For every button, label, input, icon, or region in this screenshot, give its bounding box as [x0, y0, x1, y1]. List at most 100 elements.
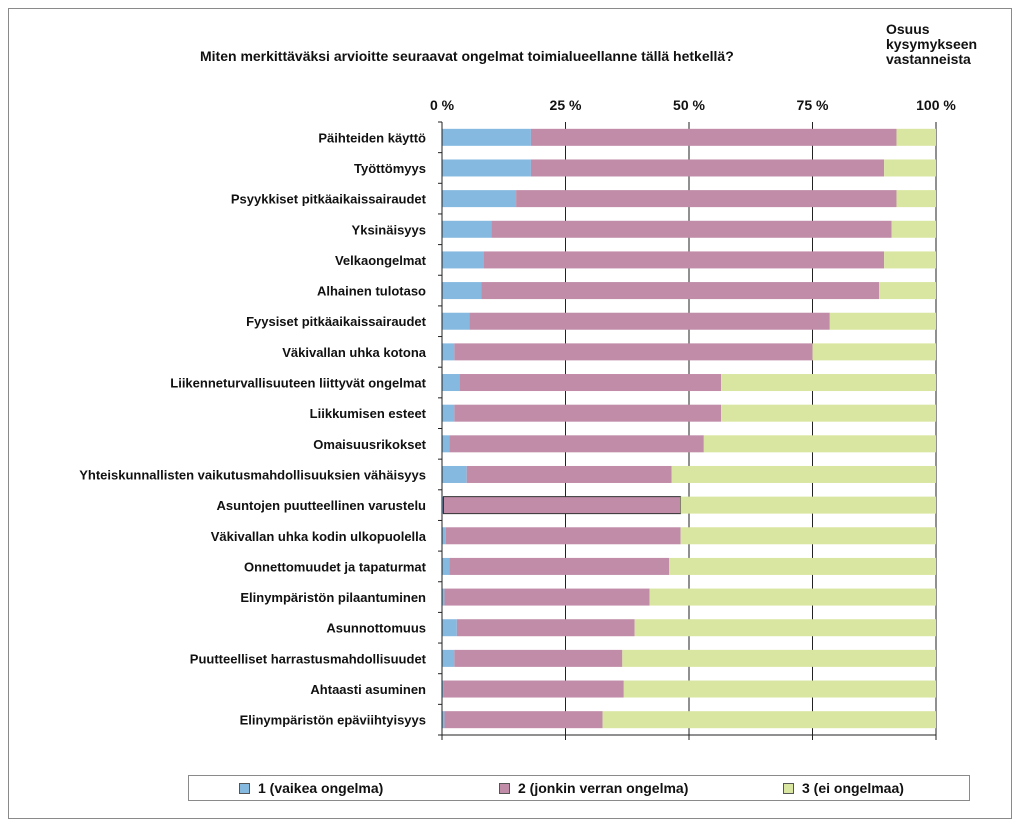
bar-segment [721, 374, 936, 392]
bar-segment [896, 128, 936, 146]
x-tick-label: 0 % [430, 97, 455, 113]
bar-segment [623, 680, 936, 698]
bar-segment [829, 312, 936, 330]
chart-frame [8, 8, 1012, 819]
bar-segment [622, 649, 936, 667]
bar-segment [449, 557, 670, 575]
legend-swatch-3 [783, 782, 794, 794]
category-label: Velkaongelmat [335, 253, 427, 268]
bar-segment [891, 220, 936, 238]
bar-segment [442, 190, 517, 208]
bar-segment [669, 557, 936, 575]
category-label: Onnettomuudet ja tapaturmat [244, 559, 427, 574]
bar-segment [442, 649, 455, 667]
category-label: Elinympäristön epäviihtyisyys [240, 713, 426, 728]
legend-label-1: 1 (vaikea ongelma) [258, 780, 384, 796]
bar-segment [483, 251, 885, 269]
category-label: Asunnottomuus [326, 621, 426, 636]
category-label: Työttömyys [354, 161, 426, 176]
bar-segment [442, 588, 445, 606]
bar-segment [884, 159, 936, 177]
bar-segment [442, 557, 450, 575]
bar-segment [442, 404, 455, 422]
bar-segment [454, 404, 722, 422]
bar-segment [721, 404, 936, 422]
bar-segment [896, 190, 936, 208]
x-tick-label: 25 % [550, 97, 582, 113]
category-label: Omaisuusrikokset [313, 437, 426, 452]
bar-segment [442, 619, 457, 637]
bar-segment [649, 588, 936, 606]
legend-item-3: 3 (ei ongelmaa) [783, 780, 904, 796]
x-tick-label: 100 % [916, 97, 956, 113]
category-label: Alhainen tulotaso [317, 284, 426, 299]
bar-segment [442, 435, 450, 453]
legend-label-3: 3 (ei ongelmaa) [802, 780, 904, 796]
category-label: Liikkumisen esteet [310, 406, 427, 421]
legend-label-2: 2 (jonkin verran ongelma) [518, 780, 689, 796]
bar-segment [442, 374, 460, 392]
category-label: Fyysiset pitkäaikaissairaudet [246, 314, 427, 329]
bar-segment [530, 159, 885, 177]
axis-title-line-1: Osuus [886, 21, 930, 37]
category-label: Päihteiden käyttö [318, 130, 426, 145]
bar-segment [442, 465, 467, 483]
bar-segment [442, 527, 446, 545]
category-label: Elinympäristön pilaantuminen [240, 590, 426, 605]
bar-segment [442, 251, 484, 269]
bar-segment [516, 190, 897, 208]
bar-segment [442, 343, 455, 361]
bar-segment [442, 496, 444, 514]
bar-segment [466, 465, 672, 483]
bar-segment [680, 527, 936, 545]
bar-segment [444, 711, 603, 729]
category-label: Yksinäisyys [352, 222, 426, 237]
category-label: Asuntojen puutteellinen varustelu [217, 498, 427, 513]
bar-segment [454, 343, 813, 361]
bar-segment [442, 680, 444, 698]
category-label: Väkivallan uhka kotona [282, 345, 427, 360]
bar-segment [703, 435, 936, 453]
category-label: Puutteelliset harrastusmahdollisuudet [190, 651, 427, 666]
chart-title: Miten merkittäväksi arvioitte seuraavat … [200, 48, 734, 64]
legend-swatch-1 [239, 782, 250, 794]
bar-segment [879, 282, 936, 300]
category-label: Ahtaasti asuminen [310, 682, 426, 697]
x-tick-label: 50 % [673, 97, 705, 113]
legend: 1 (vaikea ongelma) 2 (jonkin verran onge… [188, 775, 970, 801]
bar-segment [530, 128, 897, 146]
category-label: Väkivallan uhka kodin ulkopuolella [211, 529, 427, 544]
bar-segment [442, 711, 445, 729]
category-label: Psyykkiset pitkäaikaissairaudet [231, 192, 427, 207]
bar-segment [449, 435, 704, 453]
bar-segment [459, 374, 722, 392]
bar-segment [812, 343, 936, 361]
bar-segment [634, 619, 936, 637]
bar-segment [442, 312, 470, 330]
legend-item-2: 2 (jonkin verran ongelma) [499, 780, 688, 796]
bar-segment [445, 527, 681, 545]
bar-segment [442, 220, 492, 238]
category-label: Liikenneturvallisuuteen liittyvät ongelm… [170, 376, 426, 391]
bar-segment [444, 588, 650, 606]
bar-segment [602, 711, 936, 729]
bar-segment [442, 128, 531, 146]
bar-segment [456, 619, 635, 637]
bar-segment [884, 251, 936, 269]
bar-segment [454, 649, 623, 667]
axis-title-line-3: vastanneista [886, 51, 971, 67]
legend-item-1: 1 (vaikea ongelma) [239, 780, 383, 796]
bar-segment [481, 282, 880, 300]
bar-segment [443, 680, 624, 698]
bar-segment [469, 312, 830, 330]
bar-segment [442, 159, 531, 177]
bar-segment [442, 282, 482, 300]
x-tick-label: 75 % [797, 97, 829, 113]
bar-segment [442, 496, 682, 515]
axis-title-line-2: kysymykseen [886, 36, 978, 52]
axis-title: Osuus kysymykseen vastanneista [886, 22, 977, 67]
bar-segment [671, 465, 936, 483]
bar-segment [491, 220, 892, 238]
bar-segment [680, 496, 936, 514]
